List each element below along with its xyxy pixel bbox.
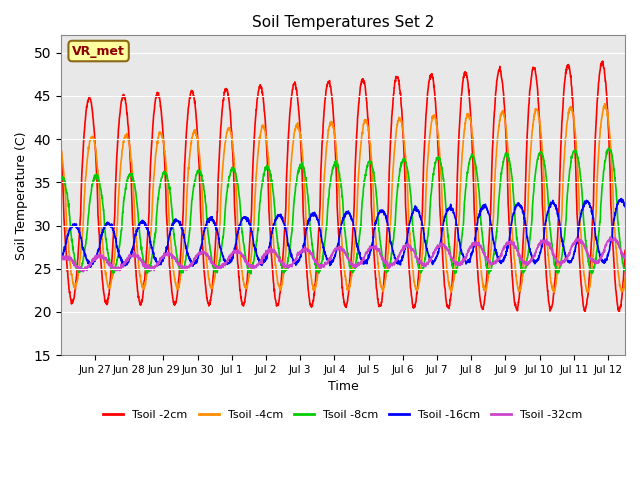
Tsoil -8cm (484, 271, 492, 276)
Tsoil -16cm (412, 203, 419, 209)
Y-axis label: Soil Temperature (C): Soil Temperature (C) (15, 131, 28, 260)
Tsoil -8cm (621, 267, 629, 273)
Tsoil -32cm (79, 269, 87, 275)
Title: Soil Temperatures Set 2: Soil Temperatures Set 2 (252, 15, 434, 30)
Tsoil -4cm (601, 101, 609, 107)
Tsoil -2cm (559, 107, 566, 113)
Tsoil -32cm (342, 249, 349, 255)
Line: Tsoil -8cm: Tsoil -8cm (61, 148, 625, 274)
Tsoil -4cm (584, 290, 591, 296)
Tsoil -4cm (621, 276, 629, 281)
Tsoil -32cm (493, 258, 501, 264)
Tsoil -16cm (186, 254, 193, 260)
Tsoil -32cm (57, 255, 65, 261)
Tsoil -8cm (185, 234, 193, 240)
Tsoil -8cm (493, 225, 501, 230)
Tsoil -4cm (411, 283, 419, 289)
Line: Tsoil -2cm: Tsoil -2cm (61, 61, 625, 312)
Tsoil -8cm (344, 250, 351, 255)
Tsoil -32cm (621, 255, 629, 261)
Tsoil -32cm (344, 255, 351, 261)
Tsoil -16cm (342, 211, 349, 216)
Tsoil -2cm (621, 248, 629, 253)
Tsoil -8cm (341, 230, 349, 236)
Legend: Tsoil -2cm, Tsoil -4cm, Tsoil -8cm, Tsoil -16cm, Tsoil -32cm: Tsoil -2cm, Tsoil -4cm, Tsoil -8cm, Tsoi… (99, 406, 587, 424)
Tsoil -2cm (185, 101, 193, 107)
Tsoil -2cm (616, 310, 623, 315)
Tsoil -8cm (57, 177, 65, 183)
Tsoil -4cm (344, 287, 351, 293)
Tsoil -32cm (559, 259, 567, 265)
Tsoil -4cm (559, 183, 566, 189)
Tsoil -8cm (559, 245, 567, 251)
Tsoil -2cm (57, 141, 65, 146)
Text: VR_met: VR_met (72, 45, 125, 58)
Tsoil -4cm (493, 144, 500, 150)
X-axis label: Time: Time (328, 381, 358, 394)
Line: Tsoil -32cm: Tsoil -32cm (61, 237, 625, 272)
Tsoil -8cm (411, 244, 419, 250)
Tsoil -4cm (341, 274, 349, 279)
Tsoil -2cm (341, 303, 349, 309)
Tsoil -2cm (599, 58, 607, 64)
Tsoil -16cm (493, 252, 501, 258)
Tsoil -32cm (186, 265, 193, 271)
Tsoil -2cm (493, 78, 500, 84)
Tsoil -2cm (344, 299, 351, 305)
Tsoil -4cm (57, 145, 65, 151)
Tsoil -16cm (344, 211, 351, 216)
Tsoil -2cm (411, 303, 419, 309)
Tsoil -16cm (57, 256, 65, 262)
Tsoil -4cm (185, 162, 193, 168)
Tsoil -32cm (412, 252, 419, 258)
Tsoil -16cm (559, 241, 567, 247)
Tsoil -16cm (618, 196, 625, 202)
Line: Tsoil -4cm: Tsoil -4cm (61, 104, 625, 293)
Tsoil -16cm (86, 264, 94, 270)
Tsoil -8cm (605, 145, 612, 151)
Tsoil -16cm (621, 204, 629, 210)
Line: Tsoil -16cm: Tsoil -16cm (61, 199, 625, 267)
Tsoil -32cm (607, 234, 614, 240)
